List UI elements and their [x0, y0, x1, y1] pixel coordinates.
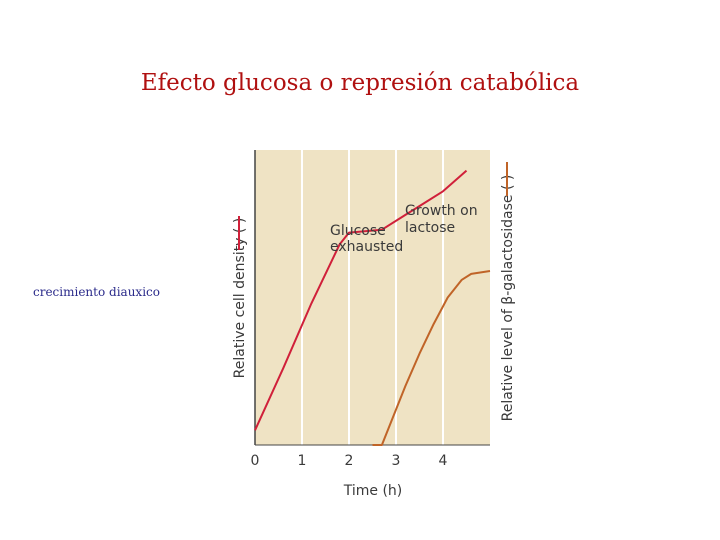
y-axis-right-label: Relative level of β-galactosidase ( ): [500, 175, 516, 422]
annotation-growth-on-lactose: Growth on lactose: [405, 203, 482, 236]
x-axis-label: Time (h): [343, 483, 403, 499]
y-axis-left-label-group: Relative cell density ( ): [232, 216, 248, 378]
beta-galactosidase-line: [372, 270, 491, 446]
grid-lines: [301, 150, 444, 445]
side-label: crecimiento diauxico: [33, 285, 160, 299]
plot-background: [255, 150, 490, 445]
cell-density-line: [254, 169, 468, 431]
x-tick-label: 1: [298, 453, 307, 469]
x-tick-label: 4: [439, 453, 448, 469]
annotation-glucose-line2: exhausted: [330, 239, 403, 255]
y-right-label-text: Relative level of β-galactosidase (: [500, 185, 516, 422]
x-tick-label: 0: [251, 453, 260, 469]
y-axis-right-label-group: Relative level of β-galactosidase ( ): [500, 162, 516, 421]
slide-title: Efecto glucosa o represión catabólica: [140, 70, 580, 96]
x-tick-label: 2: [345, 453, 354, 469]
diauxic-growth-chart: 0 1 2 3 4 Glucose exhausted Growth on lactos…: [232, 150, 516, 499]
annotation-glucose-line1: Glucose: [330, 223, 386, 239]
annotation-lactose-line2: lactose: [405, 220, 455, 236]
series-group: [254, 169, 491, 446]
annotation-glucose-exhausted: Glucose exhausted: [330, 223, 403, 255]
x-tick-label: 3: [392, 453, 401, 469]
x-tick-labels: 0 1 2 3 4: [251, 453, 448, 469]
y-left-label-text: Relative cell density (: [232, 228, 248, 379]
annotation-lactose-line1: Growth on: [405, 203, 478, 219]
